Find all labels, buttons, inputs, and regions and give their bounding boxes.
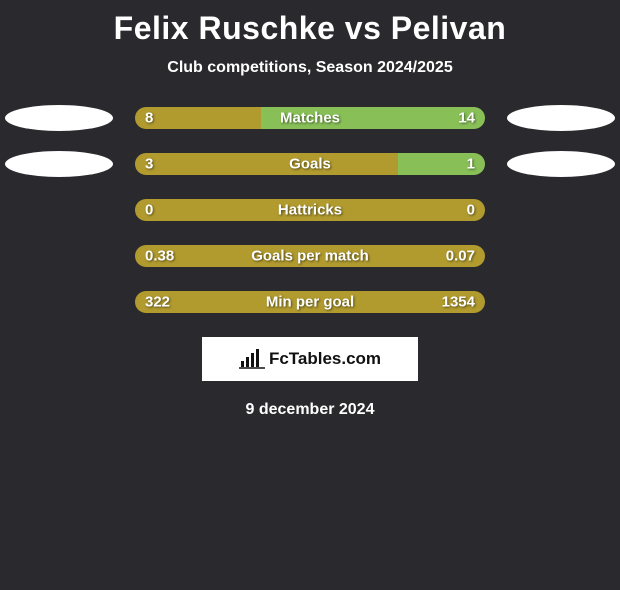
bar-left-segment bbox=[135, 107, 261, 129]
player-right-avatar bbox=[507, 105, 615, 131]
bar-left-segment bbox=[135, 153, 398, 175]
comparison-row: 3 Goals 1 bbox=[0, 153, 620, 175]
stat-left-value: 0 bbox=[145, 202, 153, 219]
source-logo: FcTables.com bbox=[202, 337, 418, 381]
stat-label: Min per goal bbox=[266, 294, 354, 311]
player-right-avatar bbox=[507, 151, 615, 177]
stat-bar: 322 Min per goal 1354 bbox=[135, 291, 485, 313]
page-subtitle: Club competitions, Season 2024/2025 bbox=[0, 59, 620, 77]
stat-right-value: 1354 bbox=[442, 294, 475, 311]
stat-left-value: 8 bbox=[145, 110, 153, 127]
bar-chart-icon bbox=[239, 349, 265, 369]
comparison-row: 0 Hattricks 0 bbox=[0, 199, 620, 221]
stat-bar: 0.38 Goals per match 0.07 bbox=[135, 245, 485, 267]
stat-right-value: 1 bbox=[467, 156, 475, 173]
stat-label: Matches bbox=[280, 110, 340, 127]
comparison-row: 322 Min per goal 1354 bbox=[0, 291, 620, 313]
stat-label: Goals per match bbox=[251, 248, 369, 265]
comparison-row: 8 Matches 14 bbox=[0, 107, 620, 129]
stat-bar: 8 Matches 14 bbox=[135, 107, 485, 129]
player-left-avatar bbox=[5, 151, 113, 177]
stat-right-value: 14 bbox=[458, 110, 475, 127]
source-logo-text: FcTables.com bbox=[269, 349, 381, 369]
stat-left-value: 322 bbox=[145, 294, 170, 311]
player-left-avatar bbox=[5, 105, 113, 131]
stat-label: Hattricks bbox=[278, 202, 342, 219]
stat-label: Goals bbox=[289, 156, 331, 173]
stat-right-value: 0.07 bbox=[446, 248, 475, 265]
stat-bar: 3 Goals 1 bbox=[135, 153, 485, 175]
stat-left-value: 3 bbox=[145, 156, 153, 173]
date-text: 9 december 2024 bbox=[0, 401, 620, 419]
comparison-rows: 8 Matches 14 3 Goals 1 0 Hattricks 0 bbox=[0, 107, 620, 313]
stat-bar: 0 Hattricks 0 bbox=[135, 199, 485, 221]
stat-left-value: 0.38 bbox=[145, 248, 174, 265]
page-title: Felix Ruschke vs Pelivan bbox=[0, 10, 620, 47]
stat-right-value: 0 bbox=[467, 202, 475, 219]
comparison-row: 0.38 Goals per match 0.07 bbox=[0, 245, 620, 267]
